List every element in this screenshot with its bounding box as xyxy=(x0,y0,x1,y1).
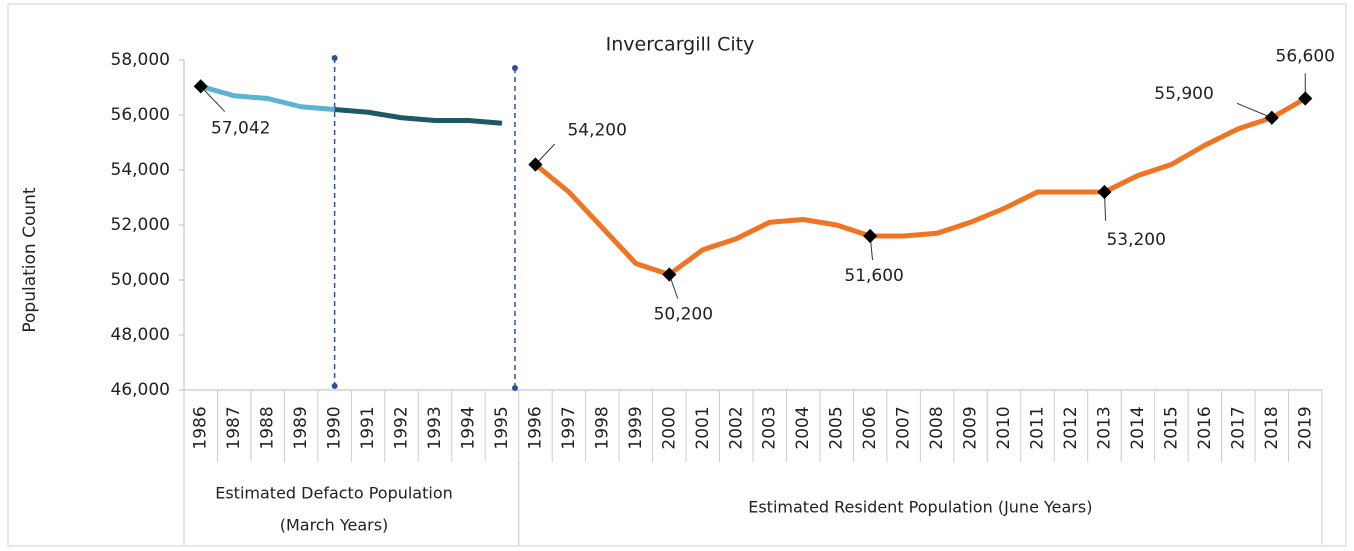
x-tick-label: 1989 xyxy=(291,406,311,449)
y-tick-label: 56,000 xyxy=(111,105,170,125)
x-tick-label: 1986 xyxy=(191,406,211,449)
x-tick-label: 2017 xyxy=(1228,406,1248,449)
x-tick-label: 1997 xyxy=(559,406,579,449)
data-label: 54,200 xyxy=(567,121,626,141)
x-tick-label: 1998 xyxy=(592,406,612,449)
line-series xyxy=(334,107,503,126)
leader-line xyxy=(200,86,226,112)
x-tick-label: 1995 xyxy=(492,406,512,449)
x-tick-label: 2003 xyxy=(760,406,780,449)
y-tick-label: 46,000 xyxy=(111,380,170,400)
x-tick-label: 1987 xyxy=(224,406,244,449)
x-tick-label: 2007 xyxy=(894,406,914,449)
x-tick-label: 1993 xyxy=(425,406,445,449)
y-tick-label: 58,000 xyxy=(111,50,170,70)
point-marker xyxy=(1298,91,1313,106)
x-tick-label: 2000 xyxy=(659,406,679,449)
point-marker xyxy=(528,157,543,172)
x-tick-label: 2005 xyxy=(827,406,847,449)
x-tick-label: 2008 xyxy=(927,406,947,449)
x-tick-label: 2012 xyxy=(1061,406,1081,449)
data-label: 55,900 xyxy=(1154,84,1213,104)
group-label: Estimated Defacto Population xyxy=(215,484,453,503)
x-tick-label: 2001 xyxy=(693,406,713,449)
group-label: (March Years) xyxy=(280,516,389,535)
x-tick-label: 2006 xyxy=(860,406,880,449)
x-tick-label: 2014 xyxy=(1128,406,1148,449)
group-label: Estimated Resident Population (June Year… xyxy=(748,498,1092,517)
x-tick-label: 2019 xyxy=(1295,406,1315,449)
separator-end xyxy=(511,65,518,71)
data-label: 57,042 xyxy=(211,118,270,138)
line-series xyxy=(200,83,335,112)
y-tick-label: 48,000 xyxy=(111,325,170,345)
x-tick-label: 1990 xyxy=(325,406,345,449)
chart-title: Invercargill City xyxy=(606,34,755,56)
y-tick-label: 54,000 xyxy=(111,160,170,180)
y-tick-label: 50,000 xyxy=(111,270,170,290)
data-label: 50,200 xyxy=(654,305,713,325)
point-marker xyxy=(662,267,677,282)
separator-end xyxy=(331,383,338,389)
x-tick-label: 1999 xyxy=(626,406,646,449)
chart-border xyxy=(7,3,1347,547)
point-marker xyxy=(863,228,878,244)
x-tick-label: 1991 xyxy=(358,406,378,449)
point-marker xyxy=(1097,184,1112,200)
x-tick-label: 1996 xyxy=(525,406,545,449)
x-tick-label: 1994 xyxy=(459,406,479,449)
separator-end xyxy=(331,55,338,61)
x-tick-label: 2018 xyxy=(1262,406,1282,449)
leader-line xyxy=(1236,102,1272,119)
point-marker xyxy=(1264,110,1279,125)
data-label: 53,200 xyxy=(1106,230,1165,250)
y-axis-label: Population Count xyxy=(20,187,40,333)
y-tick-label: 52,000 xyxy=(111,215,170,235)
x-tick-label: 2010 xyxy=(994,406,1014,449)
x-tick-label: 2013 xyxy=(1094,406,1114,449)
x-tick-label: 2011 xyxy=(1028,406,1048,449)
x-tick-label: 2009 xyxy=(961,406,981,449)
separator-end xyxy=(511,385,518,391)
line-series xyxy=(533,96,1307,277)
data-label: 56,600 xyxy=(1276,47,1335,67)
x-tick-label: 1992 xyxy=(392,406,412,449)
data-label: 51,600 xyxy=(844,266,903,286)
x-tick-label: 2015 xyxy=(1161,406,1181,449)
x-tick-label: 2002 xyxy=(726,406,746,449)
x-tick-label: 2016 xyxy=(1195,406,1215,449)
x-tick-label: 2004 xyxy=(793,406,813,449)
x-tick-label: 1988 xyxy=(258,406,278,449)
